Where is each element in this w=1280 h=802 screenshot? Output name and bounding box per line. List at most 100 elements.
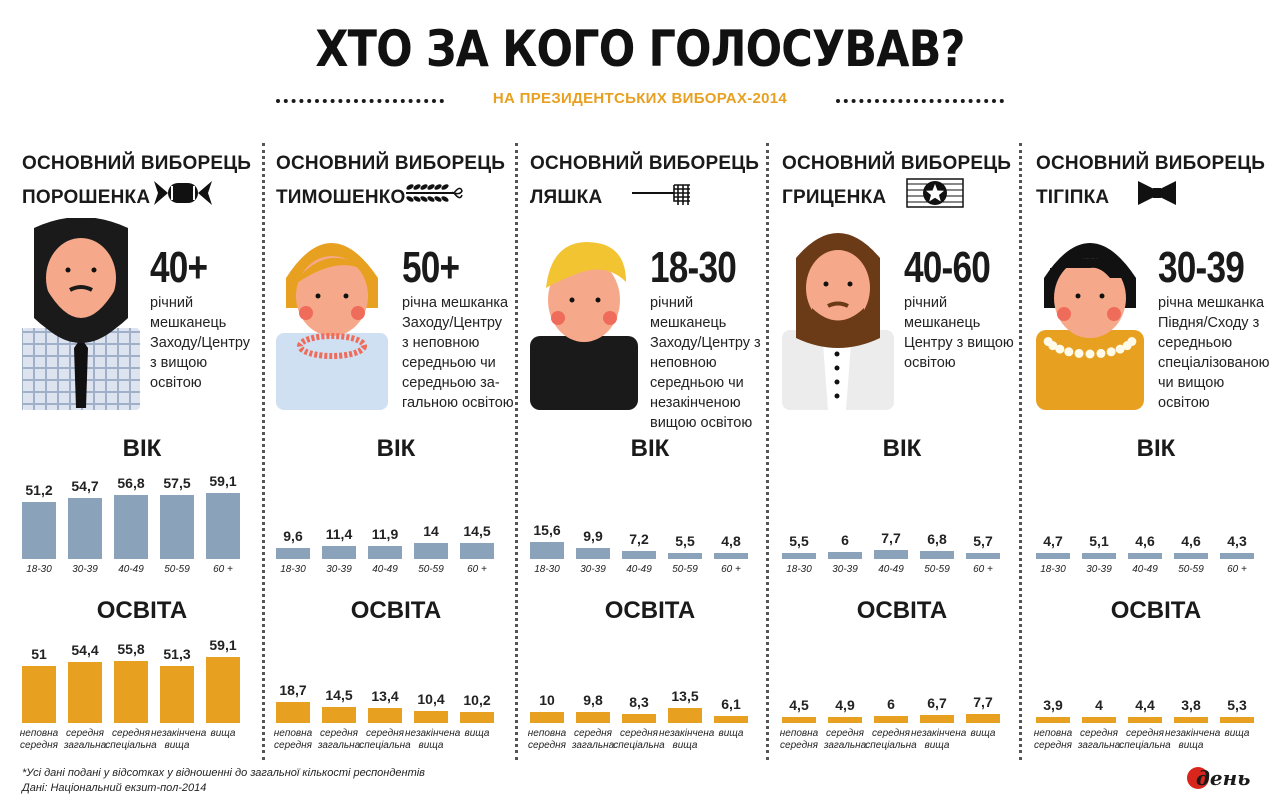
- education-chart-bar: [1036, 717, 1070, 723]
- education-chart: 51 неповна середня 54,4 середня загальна 55,8 с…: [20, 633, 272, 763]
- age-chart-value-label: 15,6: [533, 521, 561, 538]
- age-chart-bar: [576, 547, 610, 559]
- age-chart-bar: [276, 548, 310, 559]
- age-section-heading: ВІК: [630, 435, 670, 462]
- education-chart-category-label: незакінчена вища: [659, 728, 715, 751]
- education-chart-value-label: 6: [887, 696, 895, 713]
- age-chart-bar: [322, 546, 356, 559]
- description-line: вищою освітою: [650, 415, 753, 431]
- education-chart-category-label: неповна середня: [273, 728, 313, 751]
- voter-description: річна мешканка Заходу/Центру з неповною сер…: [402, 293, 517, 413]
- age-chart-value-label: 14: [423, 523, 439, 540]
- education-chart-value-label: 8,3: [629, 693, 649, 710]
- description-line: річна мешканка: [402, 295, 509, 311]
- column-divider: [1019, 143, 1022, 760]
- candidate-name: ГРИЦЕНКА: [782, 187, 887, 208]
- education-chart-value-label: 10,2: [463, 691, 491, 708]
- age-chart-value-label: 56,8: [117, 475, 145, 492]
- age-chart-value-label: 7,7: [881, 530, 901, 547]
- heading-icon-wrap: [1128, 175, 1190, 216]
- education-chart-value-label: 14,5: [325, 686, 353, 703]
- education-chart-bar: [276, 702, 310, 723]
- education-section-heading: ОСВІТА: [350, 597, 442, 624]
- education-chart-bar: [206, 656, 240, 723]
- page-subtitle: НА ПРЕЗИДЕНТСЬКИХ ВИБОРАХ-2014: [492, 90, 788, 107]
- education-section-heading: ОСВІТА: [1110, 597, 1202, 624]
- voter-column-hrytsenko: ОСНОВНИЙ ВИБОРЕЦЬ ГРИЦЕНКА 40-60 річний меш…: [780, 143, 1032, 763]
- age-chart-value-label: 6: [841, 532, 849, 549]
- age-chart-category-label: 60 +: [721, 564, 741, 575]
- age-chart-value-label: 4,7: [1043, 533, 1063, 549]
- den-logo: день: [1186, 760, 1256, 796]
- age-section-heading: ВІК: [122, 435, 162, 462]
- voter-portrait-icon: [530, 242, 638, 410]
- description-line: чи вищою освітою: [1158, 375, 1225, 411]
- footnote: *Усі дані подані у відсотках у відношенн…: [22, 766, 425, 796]
- age-chart-category-label: 40-49: [878, 564, 904, 575]
- voter-portrait: [782, 218, 912, 418]
- education-chart-bar: [1174, 717, 1208, 723]
- age-range: 40-60: [904, 243, 991, 292]
- voter-portrait-icon: [276, 243, 388, 410]
- footnote-note: *Усі дані подані у відсотках у відношенн…: [22, 767, 425, 779]
- description-line: освітою: [904, 355, 956, 371]
- footnote-source: Дані: Національний екзит-пол-2014: [22, 782, 207, 794]
- age-chart-value-label: 5,5: [789, 532, 809, 549]
- education-chart-bar: [322, 706, 356, 723]
- description-line: гальною освітою: [402, 395, 514, 411]
- age-chart-category-label: 40-49: [1132, 564, 1158, 575]
- voter-portrait: [530, 218, 660, 418]
- age-chart-bar: [622, 550, 656, 559]
- education-chart-category-label: вища: [464, 728, 490, 739]
- age-chart-value-label: 4,8: [721, 533, 741, 549]
- column-divider: [766, 143, 769, 760]
- age-chart-category-label: 30-39: [326, 564, 352, 575]
- candidate-name: ПОРОШЕНКА: [22, 187, 151, 208]
- education-chart-value-label: 51: [31, 645, 47, 662]
- education-chart-bar: [114, 660, 148, 723]
- education-chart-category-label: неповна середня: [779, 728, 819, 751]
- voter-column-lyashko: ОСНОВНИЙ ВИБОРЕЦЬ ЛЯШКА 18-30 річний мешкан…: [528, 143, 780, 763]
- age-chart: 4,7 18-30 5,1 30-39 4,6 40-49 4,6 50-59 4,3 60 +: [1036, 473, 1280, 583]
- age-chart-value-label: 9,9: [583, 527, 603, 544]
- education-chart-bar: [966, 714, 1000, 723]
- age-chart-bar: [368, 545, 402, 559]
- age-chart-value-label: 14,5: [463, 522, 491, 539]
- age-chart: 9,6 18-30 11,4 30-39 11,9 40-49 14 50-59 14,5 60 …: [276, 473, 526, 583]
- education-chart-bar: [368, 707, 402, 723]
- description-line: річна мешканка: [1158, 295, 1265, 311]
- education-chart-category-label: середня загальна: [823, 728, 867, 751]
- education-chart-value-label: 10: [539, 691, 555, 708]
- age-chart-value-label: 4,6: [1181, 533, 1201, 549]
- education-chart-value-label: 6,7: [927, 695, 947, 712]
- education-chart-bar: [414, 711, 448, 723]
- candidate-name: ЛЯШКА: [530, 187, 603, 208]
- education-chart-bar: [160, 665, 194, 723]
- voter-portrait-icon: [782, 233, 894, 410]
- column-heading: ОСНОВНИЙ ВИБОРЕЦЬ ТИМОШЕНКО: [276, 147, 505, 215]
- description-line: мешканець: [150, 315, 227, 331]
- education-chart-bar: [874, 716, 908, 723]
- age-chart-bar: [966, 552, 1000, 559]
- education-chart-value-label: 59,1: [209, 636, 237, 653]
- education-chart-value-label: 3,9: [1043, 697, 1063, 713]
- education-chart-category-label: неповна середня: [1033, 728, 1073, 751]
- dotted-rule-left: [276, 99, 444, 107]
- age-chart-category-label: 60 +: [213, 564, 233, 575]
- candy-icon: [154, 181, 212, 205]
- education-chart-category-label: неповна середня: [19, 728, 59, 751]
- description-line: Півдня/Сходу з: [1158, 315, 1260, 331]
- education-chart-value-label: 4: [1095, 697, 1103, 713]
- education-chart: 4,5 неповна середня 4,9 середня загальна 6 сере…: [780, 633, 1032, 763]
- education-chart-bar: [1082, 717, 1116, 723]
- age-chart-bar: [1082, 553, 1116, 559]
- age-chart-category-label: 30-39: [1086, 564, 1112, 575]
- education-chart-bar: [920, 715, 954, 723]
- age-chart-value-label: 54,7: [71, 477, 99, 494]
- voter-portrait: [21, 217, 152, 418]
- description-line: річний мешканець: [904, 295, 981, 331]
- age-chart-category-label: 40-49: [372, 564, 398, 575]
- education-chart-bar: [668, 707, 702, 723]
- age-chart-category-label: 40-49: [118, 564, 144, 575]
- age-chart-bar: [1174, 553, 1208, 559]
